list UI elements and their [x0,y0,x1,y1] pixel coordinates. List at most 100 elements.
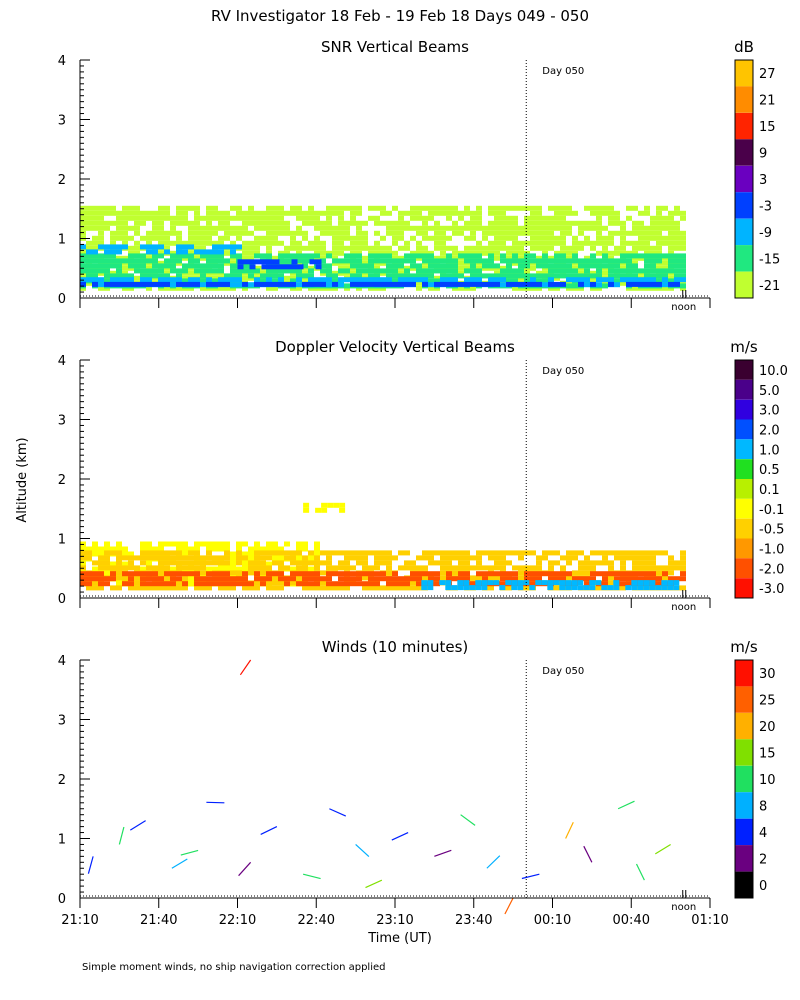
heatmap-cell [554,263,560,269]
colorbar-unit: m/s [730,638,758,656]
heatmap-cell [590,560,596,566]
heatmap-cell [212,576,218,582]
heatmap-cell [290,281,296,287]
heatmap-cell [272,541,278,547]
heatmap-cell [650,220,656,226]
heatmap-cell [506,585,512,591]
heatmap-cell [302,546,308,552]
heatmap-cell [194,550,200,556]
heatmap-cell [116,263,122,269]
heatmap-cell [668,576,674,582]
heatmap-cell [212,555,218,561]
heatmap-cell [452,576,458,582]
heatmap-cell [237,264,244,270]
heatmap-cell [158,565,164,571]
heatmap-cell [416,253,422,259]
heatmap-cell [661,580,668,586]
heatmap-cell [164,560,170,566]
heatmap-cell [332,210,338,216]
heatmap-cell [362,235,368,241]
colorbar-segment [735,245,753,272]
heatmap-cell [188,230,194,236]
heatmap-cell [278,546,284,552]
heatmap-cell [548,230,554,236]
heatmap-cell [314,253,320,259]
heatmap-cell [266,273,272,279]
heatmap-cell [566,210,572,216]
heatmap-cell [566,205,572,211]
heatmap-cell [122,225,128,231]
heatmap-cell [608,575,614,581]
heatmap-cell [656,215,662,221]
heatmap-cell [482,263,488,269]
heatmap-cell [626,281,632,287]
heatmap-cell [506,230,512,236]
heatmap-cell [260,235,266,241]
heatmap-cell [470,250,476,256]
heatmap-cell [428,268,434,274]
heatmap-cell [92,263,98,269]
panel-title: Doppler Velocity Vertical Beams [275,338,515,356]
heatmap-cell [566,258,572,264]
heatmap-cell [530,550,536,556]
heatmap-cell [176,285,182,291]
heatmap-cell [602,270,608,276]
heatmap-cell [152,546,158,552]
heatmap-cell [434,210,440,216]
heatmap-cell [356,581,362,587]
heatmap-cell [356,263,362,269]
heatmap-cell [218,240,224,246]
heatmap-cell [194,245,200,251]
heatmap-cell [332,273,338,279]
heatmap-cell [440,560,446,566]
heatmap-cell [494,560,500,566]
heatmap-cell [494,277,500,283]
heatmap-cell [182,560,188,566]
wind-barb [635,863,645,881]
heatmap-cell [506,250,512,256]
heatmap-cell [620,550,626,556]
heatmap-cell [176,541,182,547]
heatmap-cell [230,581,236,587]
panel-2: Doppler Velocity Vertical Beams01234Day … [58,338,788,613]
heatmap-cell [404,565,410,571]
heatmap-cell [374,277,380,283]
heatmap-cell [476,273,482,279]
heatmap-cell [644,225,650,231]
heatmap-cell [392,205,398,211]
colorbar-segment [735,399,753,420]
heatmap-cell [356,571,362,577]
heatmap-cell [134,253,140,259]
heatmap-cell [134,205,140,211]
heatmap-cell [674,281,680,287]
heatmap-cell [608,205,614,211]
heatmap-cell [500,205,506,211]
heatmap-cell [314,576,320,582]
heatmap-cell [110,230,116,236]
heatmap-cell [146,244,152,250]
heatmap-cell [128,281,134,287]
heatmap-cell [386,585,392,591]
heatmap-cell [326,210,332,216]
heatmap-cell [116,258,122,264]
heatmap-cell [494,245,500,251]
heatmap-cell [494,273,500,279]
heatmap-cell [368,258,374,264]
heatmap-cell [494,281,500,287]
heatmap-cell [338,585,344,591]
heatmap-cell [638,240,644,246]
heatmap-cell [452,268,458,274]
heatmap-cell [320,281,326,287]
heatmap-cell [344,235,350,241]
heatmap-cell [158,253,164,259]
heatmap-cell [152,244,158,250]
heatmap-cell [98,282,104,288]
heatmap-cell [242,240,248,246]
heatmap-cell [272,560,278,566]
heatmap-cell [356,250,362,256]
heatmap-cell [350,250,356,256]
heatmap-cell [224,273,230,279]
heatmap-cell [170,277,176,283]
heatmap-cell [116,249,122,255]
heatmap-cell [260,225,266,231]
